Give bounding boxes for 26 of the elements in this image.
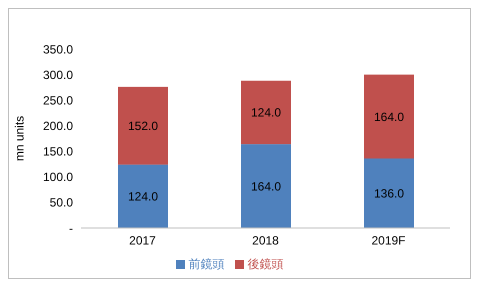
data-label: 164.0 (374, 110, 404, 124)
legend-label: 前鏡頭 (188, 257, 224, 271)
bar (241, 144, 291, 228)
bar (364, 74, 414, 158)
data-label: 124.0 (250, 106, 282, 120)
y-axis-title: mn units (12, 116, 26, 162)
y-tick-label: 50.0 (50, 196, 74, 210)
y-tick-label: 350.0 (42, 42, 74, 56)
bar (241, 80, 291, 144)
bar (364, 158, 414, 228)
y-tick-label: 250.0 (42, 93, 74, 108)
y-tick-label: 300.0 (42, 68, 74, 82)
x-tick-label: 2019F (371, 234, 406, 248)
legend-label: 後鏡頭 (248, 257, 284, 271)
y-tick-label: 150.0 (42, 144, 74, 159)
bar (118, 164, 168, 228)
data-label: 164.0 (250, 179, 282, 194)
y-tick-label: - (69, 221, 73, 236)
x-tick-label: 2017 (129, 234, 156, 248)
data-label: 124.0 (128, 190, 158, 204)
x-tick-label: 2018 (252, 234, 280, 248)
bar (118, 86, 168, 165)
y-tick-label: 200.0 (42, 118, 74, 133)
data-label: 152.0 (128, 118, 158, 133)
data-label: 136.0 (374, 186, 404, 200)
y-tick-label: 100.0 (42, 170, 74, 184)
